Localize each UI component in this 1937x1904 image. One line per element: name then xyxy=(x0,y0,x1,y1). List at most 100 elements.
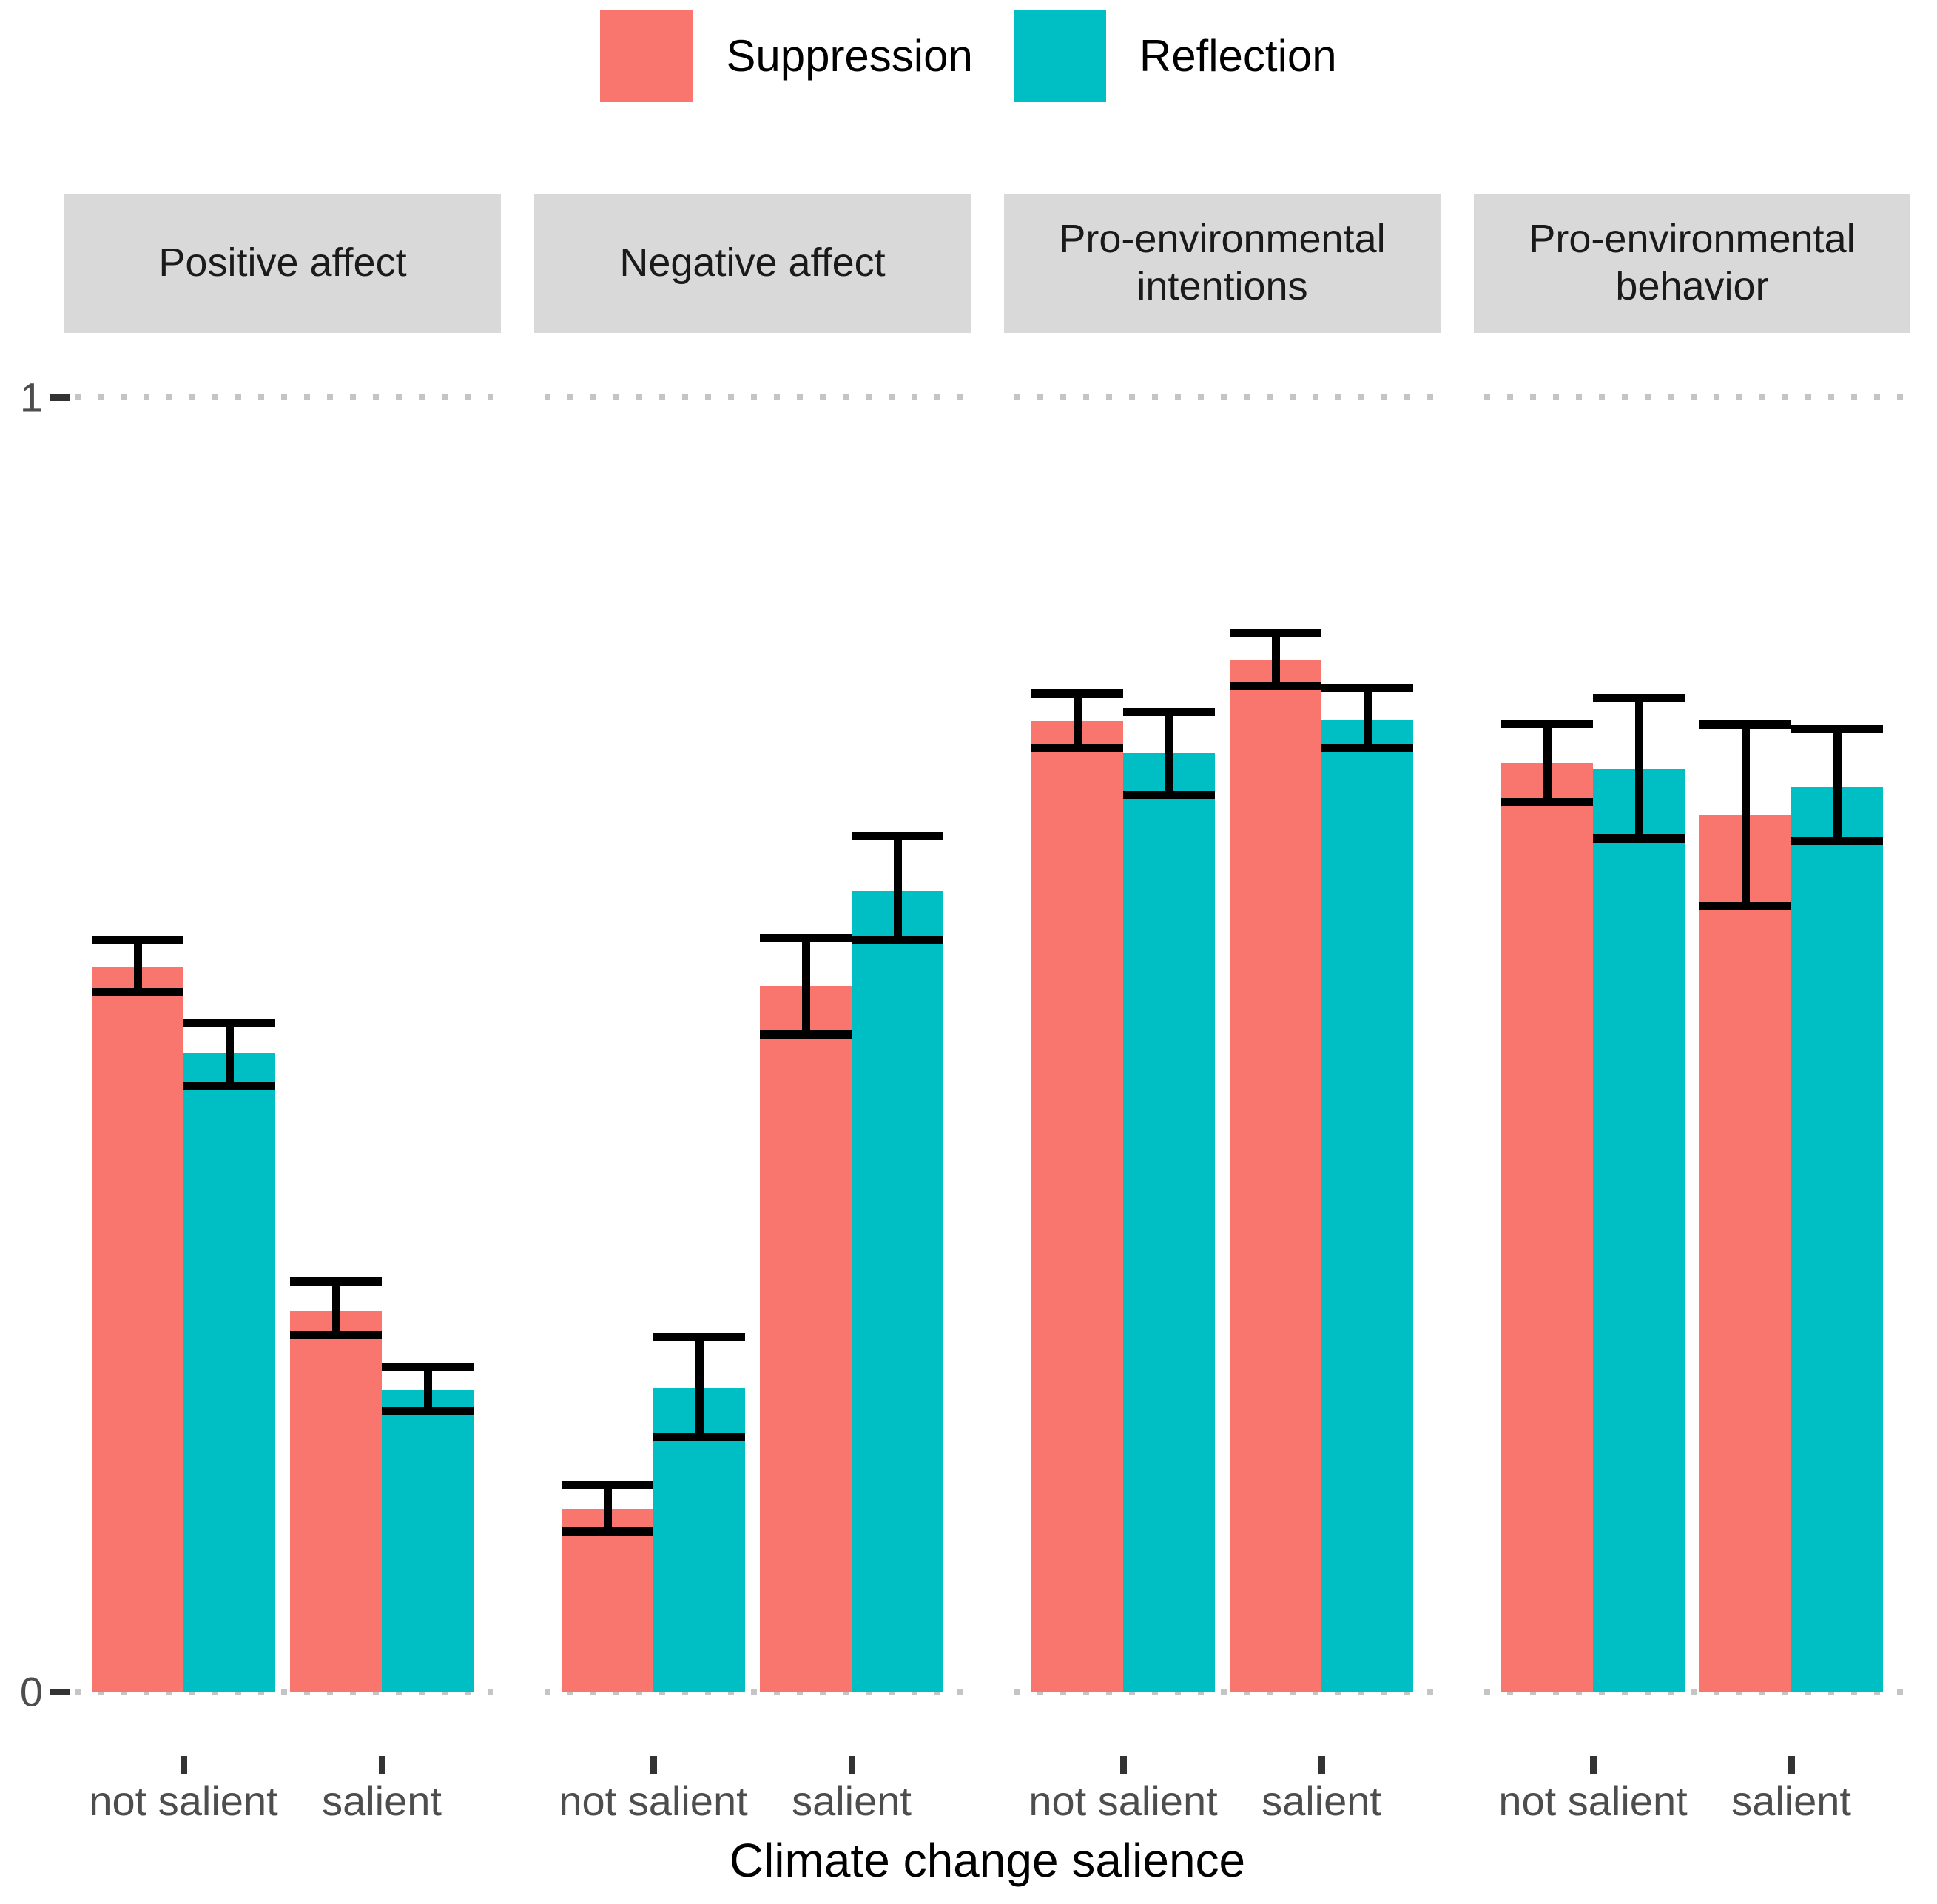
bar-reflection xyxy=(1593,769,1685,1692)
bar-reflection xyxy=(382,1390,474,1692)
gridline xyxy=(1014,394,1441,400)
legend: Suppression Reflection xyxy=(0,10,1937,102)
error-bar-cap-bottom xyxy=(1123,790,1215,799)
bar-suppression xyxy=(1699,815,1791,1692)
x-tick xyxy=(1120,1756,1127,1774)
gridline xyxy=(75,394,501,400)
error-bar-cap-top xyxy=(92,935,183,944)
x-tick-label: salient xyxy=(1731,1778,1851,1824)
error-bar-cap-top xyxy=(1321,684,1413,693)
legend-item-reflection: Reflection xyxy=(1013,10,1337,102)
error-bar-cap-bottom xyxy=(1501,798,1593,807)
error-bar-cap-top xyxy=(1230,629,1321,637)
x-tick-label: not salient xyxy=(1498,1778,1688,1824)
bar-reflection xyxy=(1321,719,1413,1692)
error-bar-stem xyxy=(133,939,142,992)
facet-strip-label: Positive affect xyxy=(158,240,407,286)
facet-strip: Positive affect xyxy=(64,194,501,333)
error-bar-cap-bottom xyxy=(382,1406,474,1415)
bar-reflection xyxy=(852,890,943,1692)
legend-item-suppression: Suppression xyxy=(600,10,973,102)
error-bar-cap-top xyxy=(382,1363,474,1371)
facet-strip-label: Pro-environmental behavior xyxy=(1529,217,1856,308)
error-bar-stem xyxy=(1073,693,1082,749)
x-tick-label: salient xyxy=(1261,1778,1381,1824)
x-tick xyxy=(849,1756,855,1774)
error-bar-cap-top xyxy=(562,1480,653,1489)
error-bar-stem xyxy=(1543,723,1552,803)
error-bar-cap-bottom xyxy=(1031,743,1123,752)
x-tick xyxy=(1590,1756,1597,1774)
error-bar-stem xyxy=(1363,688,1372,749)
facet-strip-label: Negative affect xyxy=(619,240,886,286)
error-bar-cap-top xyxy=(1501,719,1593,728)
x-tick-label: not salient xyxy=(89,1778,278,1824)
facet-strip: Pro-environmental behavior xyxy=(1474,194,1910,333)
bar-reflection xyxy=(183,1053,275,1692)
gridline xyxy=(545,1689,971,1695)
error-bar-cap-top xyxy=(852,831,943,840)
bar-suppression xyxy=(1230,660,1321,1692)
reflection-swatch-icon xyxy=(1013,10,1106,102)
error-bar-cap-bottom xyxy=(653,1432,745,1441)
bar-suppression xyxy=(562,1509,653,1692)
error-bar-cap-bottom xyxy=(760,1030,852,1039)
y-tick-label: 0 xyxy=(19,1668,43,1715)
error-bar-cap-top xyxy=(760,934,852,942)
x-tick-label: salient xyxy=(322,1778,442,1824)
error-bar-stem xyxy=(603,1485,612,1531)
x-tick xyxy=(650,1756,657,1774)
gridline xyxy=(75,1689,501,1695)
error-bar-cap-top xyxy=(290,1277,382,1286)
facet-strip-label: Pro-environmental intentions xyxy=(1059,217,1386,308)
error-bar-stem xyxy=(801,938,810,1034)
error-bar-cap-bottom xyxy=(1593,834,1685,843)
error-bar-stem xyxy=(893,836,902,940)
error-bar-cap-top xyxy=(1699,720,1791,729)
y-tick-label: 1 xyxy=(19,374,43,421)
error-bar-stem xyxy=(423,1366,432,1411)
error-bar-stem xyxy=(1634,698,1643,839)
error-bar-cap-top xyxy=(1593,693,1685,702)
error-bar-cap-top xyxy=(653,1333,745,1341)
y-tick xyxy=(50,1689,70,1695)
error-bar-cap-bottom xyxy=(562,1527,653,1536)
bar-reflection xyxy=(1791,786,1883,1692)
error-bar-cap-bottom xyxy=(1321,743,1413,752)
x-tick-label: not salient xyxy=(1028,1778,1218,1824)
gridline xyxy=(1484,1689,1910,1695)
x-tick xyxy=(379,1756,385,1774)
x-tick-label: not salient xyxy=(559,1778,748,1824)
bar-suppression xyxy=(1501,763,1593,1692)
error-bar-cap-bottom xyxy=(1791,837,1883,845)
x-axis-title: Climate change salience xyxy=(729,1834,1246,1887)
error-bar-stem xyxy=(1741,724,1750,906)
x-tick xyxy=(1318,1756,1325,1774)
error-bar-stem xyxy=(225,1022,234,1086)
error-bar-stem xyxy=(1165,712,1173,795)
error-bar-cap-top xyxy=(183,1018,275,1027)
gridline xyxy=(545,394,971,400)
error-bar-cap-bottom xyxy=(1699,902,1791,911)
error-bar-cap-bottom xyxy=(183,1081,275,1090)
error-bar-cap-bottom xyxy=(1230,681,1321,690)
bar-suppression xyxy=(290,1311,382,1692)
x-tick-label: salient xyxy=(792,1778,912,1824)
gridline xyxy=(1014,1689,1441,1695)
x-tick xyxy=(1788,1756,1795,1774)
error-bar-cap-top xyxy=(1791,724,1883,733)
error-bar-cap-bottom xyxy=(852,935,943,944)
suppression-swatch-icon xyxy=(600,10,693,102)
legend-label-reflection: Reflection xyxy=(1139,31,1337,81)
y-tick xyxy=(50,394,70,401)
error-bar-cap-top xyxy=(1123,707,1215,716)
error-bar-cap-bottom xyxy=(92,987,183,996)
error-bar-cap-top xyxy=(1031,689,1123,698)
error-bar-cap-bottom xyxy=(290,1330,382,1339)
error-bar-stem xyxy=(695,1337,704,1437)
facet-strip: Pro-environmental intentions xyxy=(1004,194,1441,333)
error-bar-stem xyxy=(331,1281,340,1334)
bar-suppression xyxy=(92,967,183,1692)
bar-suppression xyxy=(1031,720,1123,1692)
